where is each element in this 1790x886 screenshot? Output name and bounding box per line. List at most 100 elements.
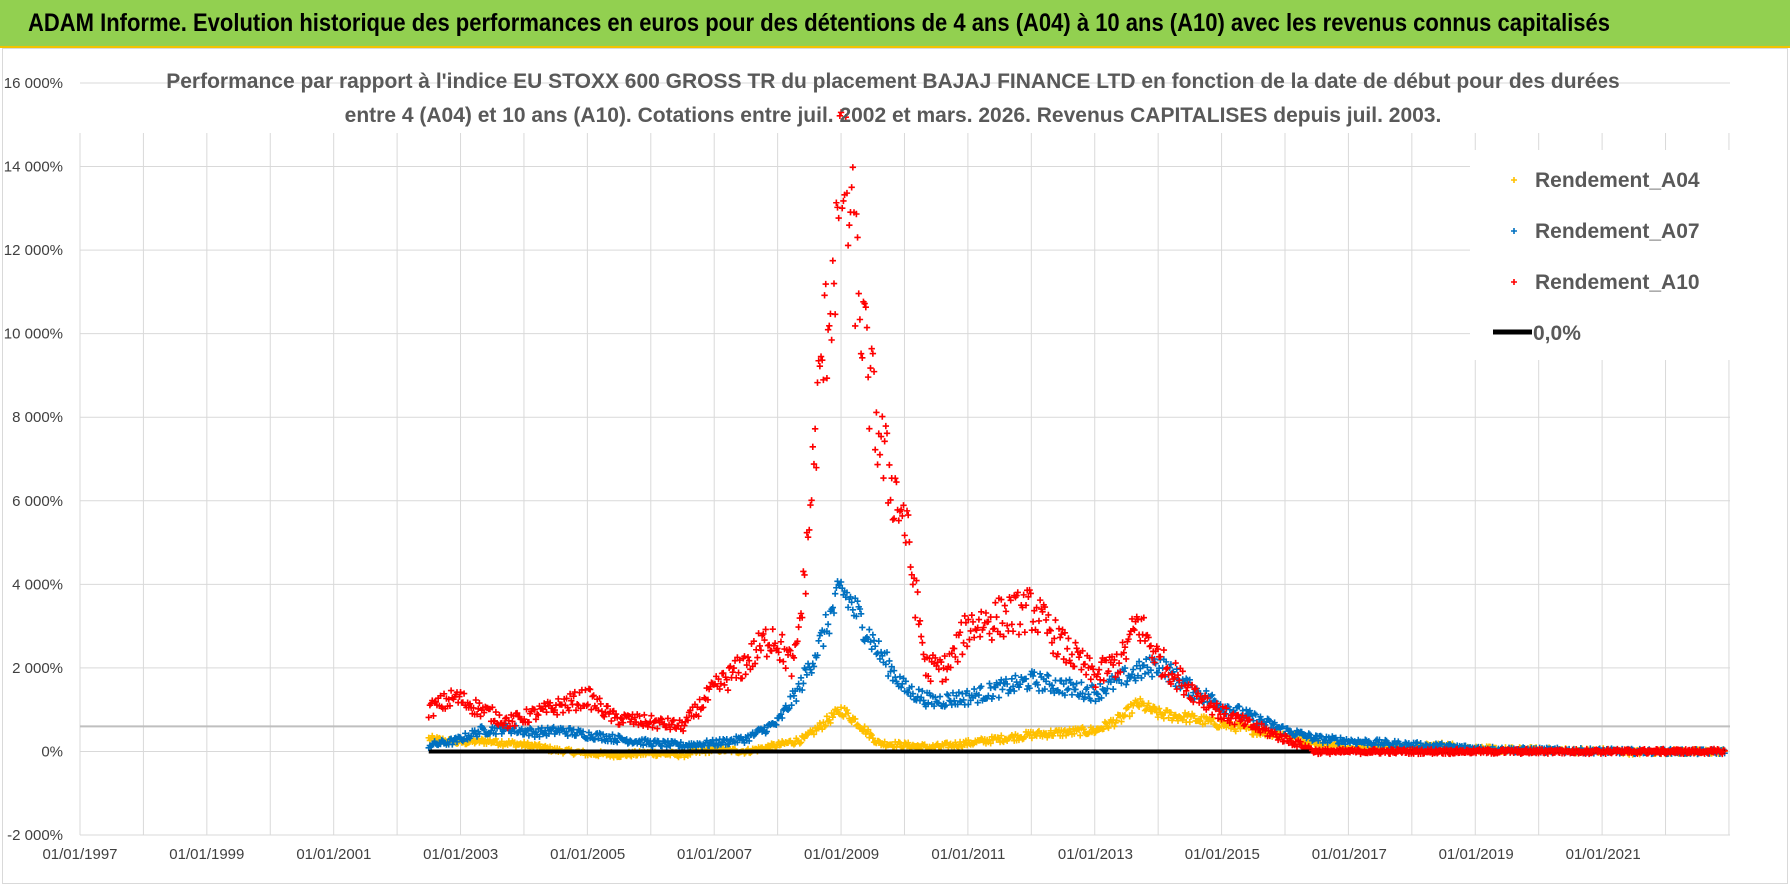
point-rendement-a04 <box>478 735 485 743</box>
point-rendement-a10 <box>1088 663 1096 670</box>
point-rendement-a07 <box>905 688 912 696</box>
point-rendement-a10 <box>1241 721 1249 728</box>
point-rendement-a10 <box>1175 677 1183 684</box>
point-rendement-a07 <box>956 697 964 705</box>
point-rendement-a07 <box>837 578 845 586</box>
point-rendement-a10 <box>974 624 981 631</box>
point-rendement-a10 <box>959 651 966 658</box>
point-rendement-a10 <box>430 712 437 720</box>
point-rendement-a10 <box>777 638 785 645</box>
point-rendement-a10 <box>897 506 905 513</box>
point-rendement-a10 <box>950 645 958 652</box>
point-rendement-a07 <box>822 611 829 618</box>
point-rendement-a10 <box>1186 694 1193 702</box>
point-rendement-a07 <box>793 697 800 705</box>
chart-title-line: Performance par rapport à l'indice EU ST… <box>166 70 1620 93</box>
point-rendement-a10 <box>856 316 864 323</box>
point-rendement-a04 <box>790 741 798 748</box>
point-rendement-a07 <box>857 610 865 618</box>
point-rendement-a07 <box>1417 740 1424 747</box>
legend-label: 0,0% <box>1533 322 1581 345</box>
point-rendement-a07 <box>1306 731 1314 738</box>
point-rendement-a10 <box>1015 631 1023 638</box>
point-rendement-a07 <box>773 721 780 728</box>
y-tick-label: 16 000% <box>4 75 63 92</box>
point-rendement-a10 <box>1117 668 1124 676</box>
point-rendement-a10 <box>628 716 635 723</box>
point-rendement-a07 <box>808 669 815 676</box>
point-rendement-a10 <box>861 300 868 307</box>
point-rendement-a10 <box>735 669 742 676</box>
point-rendement-a10 <box>947 664 954 671</box>
point-rendement-a07 <box>1084 684 1091 691</box>
point-rendement-a10 <box>1208 711 1216 718</box>
point-rendement-a07 <box>438 736 445 744</box>
point-rendement-a10 <box>477 713 484 720</box>
point-rendement-a10 <box>907 563 914 571</box>
point-rendement-a07 <box>1291 732 1298 740</box>
point-rendement-a07 <box>1298 728 1305 736</box>
point-rendement-a10 <box>814 379 821 386</box>
point-rendement-a04 <box>826 716 833 724</box>
point-rendement-a10 <box>750 638 758 645</box>
point-rendement-a10 <box>716 685 723 693</box>
point-rendement-a10 <box>970 634 978 641</box>
point-rendement-a10 <box>1056 634 1064 641</box>
point-rendement-a07 <box>471 727 478 734</box>
point-rendement-a04 <box>1232 727 1239 735</box>
point-rendement-a10 <box>1035 617 1043 625</box>
point-rendement-a07 <box>1333 736 1341 744</box>
point-rendement-a10 <box>546 699 554 707</box>
grid <box>79 82 1730 836</box>
point-rendement-a07 <box>889 677 897 684</box>
point-rendement-a07 <box>1287 728 1295 735</box>
point-rendement-a07 <box>667 742 674 750</box>
point-rendement-a07 <box>1118 679 1125 687</box>
point-rendement-a10 <box>1021 629 1029 636</box>
point-rendement-a10 <box>1087 676 1095 683</box>
point-rendement-a10 <box>568 697 575 704</box>
point-rendement-a10 <box>1216 707 1223 715</box>
point-rendement-a10 <box>1041 603 1049 611</box>
point-rendement-a07 <box>1081 693 1089 701</box>
point-rendement-a10 <box>1221 710 1229 718</box>
point-rendement-a07 <box>1372 737 1380 744</box>
point-rendement-a10 <box>602 709 609 716</box>
point-rendement-a07 <box>866 626 873 633</box>
point-rendement-a04 <box>1100 725 1107 732</box>
y-tick-label: 10 000% <box>4 326 63 343</box>
point-rendement-a10 <box>1002 608 1010 615</box>
point-rendement-a10 <box>661 720 668 728</box>
point-rendement-a07 <box>978 683 985 690</box>
point-rendement-a10 <box>1281 732 1289 739</box>
point-rendement-a07 <box>1098 694 1105 702</box>
point-rendement-a07 <box>1005 690 1012 697</box>
point-rendement-a04 <box>1148 708 1156 715</box>
point-rendement-a10 <box>987 613 994 621</box>
point-rendement-a10 <box>573 700 581 708</box>
point-rendement-a10 <box>961 612 968 620</box>
point-rendement-a10 <box>980 624 987 631</box>
point-rendement-a10 <box>1258 720 1265 728</box>
point-rendement-a10 <box>736 656 743 664</box>
point-rendement-a10 <box>967 627 974 635</box>
point-rendement-a04 <box>958 742 965 750</box>
point-rendement-a07 <box>908 683 915 690</box>
point-rendement-a10 <box>502 715 509 722</box>
point-rendement-a10 <box>819 356 826 364</box>
point-rendement-a10 <box>848 184 855 191</box>
point-rendement-a07 <box>1085 691 1092 698</box>
point-rendement-a10 <box>1130 625 1137 633</box>
chart-frame <box>2 48 1788 884</box>
point-rendement-a10 <box>1064 645 1071 652</box>
point-rendement-a07 <box>1055 688 1063 696</box>
point-rendement-a10 <box>853 210 860 218</box>
point-rendement-a04 <box>830 711 838 718</box>
point-rendement-a10 <box>743 661 751 669</box>
point-rendement-a10 <box>1190 698 1197 706</box>
point-rendement-a07 <box>545 730 553 737</box>
point-rendement-a10 <box>887 496 894 504</box>
point-rendement-a10 <box>675 722 682 729</box>
point-rendement-a10 <box>1112 673 1119 681</box>
x-tick-label: 01/01/2009 <box>804 846 879 863</box>
